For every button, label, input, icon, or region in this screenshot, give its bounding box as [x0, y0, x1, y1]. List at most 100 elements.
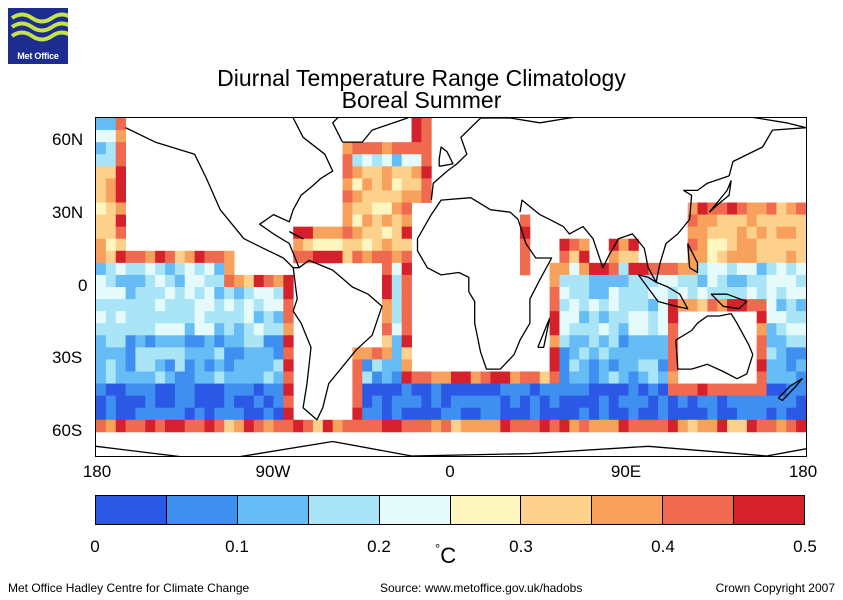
heatmap-cell — [460, 407, 472, 421]
heatmap-cell — [589, 262, 600, 276]
colorbar-tick: 0.1 — [225, 537, 249, 556]
heatmap-cell — [687, 226, 698, 240]
heatmap-cell — [677, 407, 689, 421]
heatmap-cell — [529, 419, 541, 433]
logo-text: Met Office — [17, 51, 59, 61]
colorbar-segment — [450, 496, 522, 524]
heatmap-cell — [648, 262, 659, 276]
heatmap-cell — [677, 419, 689, 433]
heatmap-cell — [145, 347, 156, 360]
heatmap-cell — [411, 178, 422, 191]
heatmap-cell — [401, 323, 412, 336]
heatmap-cell — [224, 407, 235, 421]
heatmap-cell — [96, 311, 107, 324]
heatmap-cell — [243, 407, 255, 421]
heatmap-cell — [234, 287, 245, 300]
heatmap-cell — [362, 178, 373, 191]
heatmap-cell — [165, 335, 176, 348]
heatmap-cell — [736, 383, 748, 397]
heatmap-cell — [441, 371, 452, 384]
heatmap-cell — [115, 347, 126, 360]
heatmap-cell — [638, 395, 649, 409]
heatmap-cell — [618, 419, 629, 433]
heatmap-cell — [796, 274, 806, 288]
heatmap-cell — [569, 274, 580, 288]
heatmap-cell — [559, 274, 570, 288]
footer-source: Source: www.metoffice.gov.uk/hadobs — [380, 581, 583, 595]
heatmap-cell — [224, 419, 235, 433]
heatmap-cell — [776, 250, 787, 264]
heatmap-cell — [451, 371, 462, 384]
heatmap-cell — [490, 407, 501, 421]
heatmap-cell — [589, 407, 600, 421]
heatmap-cell — [125, 250, 136, 264]
heatmap-cell — [391, 154, 403, 167]
heatmap-cell — [411, 118, 422, 131]
heatmap-cell — [796, 419, 806, 433]
heatmap-cell — [214, 323, 225, 336]
heatmap-cell — [372, 383, 383, 397]
heatmap-cell — [96, 166, 107, 179]
heatmap-cell — [559, 238, 570, 252]
heatmap-cell — [549, 274, 560, 288]
heatmap-cell — [204, 395, 215, 409]
heatmap-cell — [224, 250, 235, 264]
heatmap-cell — [667, 419, 679, 433]
heatmap-cell — [579, 262, 590, 276]
heatmap-cell — [96, 130, 107, 143]
heatmap-cell — [736, 238, 748, 252]
heatmap-cell — [756, 323, 767, 336]
heatmap-cell — [727, 262, 738, 276]
heatmap-cell — [401, 274, 412, 288]
heatmap-cell — [135, 323, 146, 336]
heatmap-cell — [372, 250, 383, 264]
heatmap-cell — [717, 407, 728, 421]
heatmap-cell — [776, 311, 787, 324]
heatmap-cell — [401, 407, 412, 421]
heatmap-cell — [322, 238, 334, 252]
heatmap-cell — [273, 287, 284, 300]
heatmap-cell — [589, 359, 600, 372]
heatmap-cell — [431, 407, 442, 421]
heatmap-cell — [135, 250, 146, 264]
heatmap-cell — [589, 383, 600, 397]
heatmap-cell — [174, 274, 186, 288]
heatmap-cell — [766, 274, 777, 288]
heatmap-cell — [796, 359, 806, 372]
heatmap-cell — [569, 311, 580, 324]
heatmap-cell — [96, 142, 107, 155]
heatmap-cell — [96, 335, 107, 348]
heatmap-cell — [421, 130, 432, 143]
heatmap-cell — [618, 335, 629, 348]
heatmap-cell — [746, 407, 758, 421]
heatmap-cell — [589, 274, 600, 288]
heatmap-cell — [115, 238, 126, 252]
heatmap-cell — [559, 323, 570, 336]
heatmap-cell — [638, 299, 649, 312]
heatmap-cell — [362, 371, 373, 384]
heatmap-cell — [391, 299, 403, 312]
heatmap-cell — [391, 347, 403, 360]
heatmap-cell — [618, 395, 629, 409]
x-tick-label: 0 — [445, 462, 455, 481]
heatmap-cell — [569, 250, 580, 264]
heatmap-svg — [96, 118, 806, 456]
heatmap-cell — [480, 371, 491, 384]
heatmap-cell — [746, 250, 758, 264]
heatmap-cell — [687, 250, 698, 264]
heatmap-cell — [204, 323, 215, 336]
heatmap-cell — [776, 407, 787, 421]
heatmap-cell — [697, 238, 708, 252]
heatmap-cell — [125, 299, 136, 312]
heatmap-cell — [697, 407, 708, 421]
heatmap-cell — [638, 371, 649, 384]
heatmap-cell — [658, 395, 669, 409]
heatmap-cell — [687, 395, 698, 409]
heatmap-cell — [352, 395, 363, 409]
heatmap-cell — [174, 250, 186, 264]
heatmap-cell — [115, 323, 126, 336]
heatmap-cell — [96, 419, 107, 433]
heatmap-cell — [569, 383, 580, 397]
heatmap-cell — [214, 347, 225, 360]
heatmap-cell — [243, 287, 255, 300]
